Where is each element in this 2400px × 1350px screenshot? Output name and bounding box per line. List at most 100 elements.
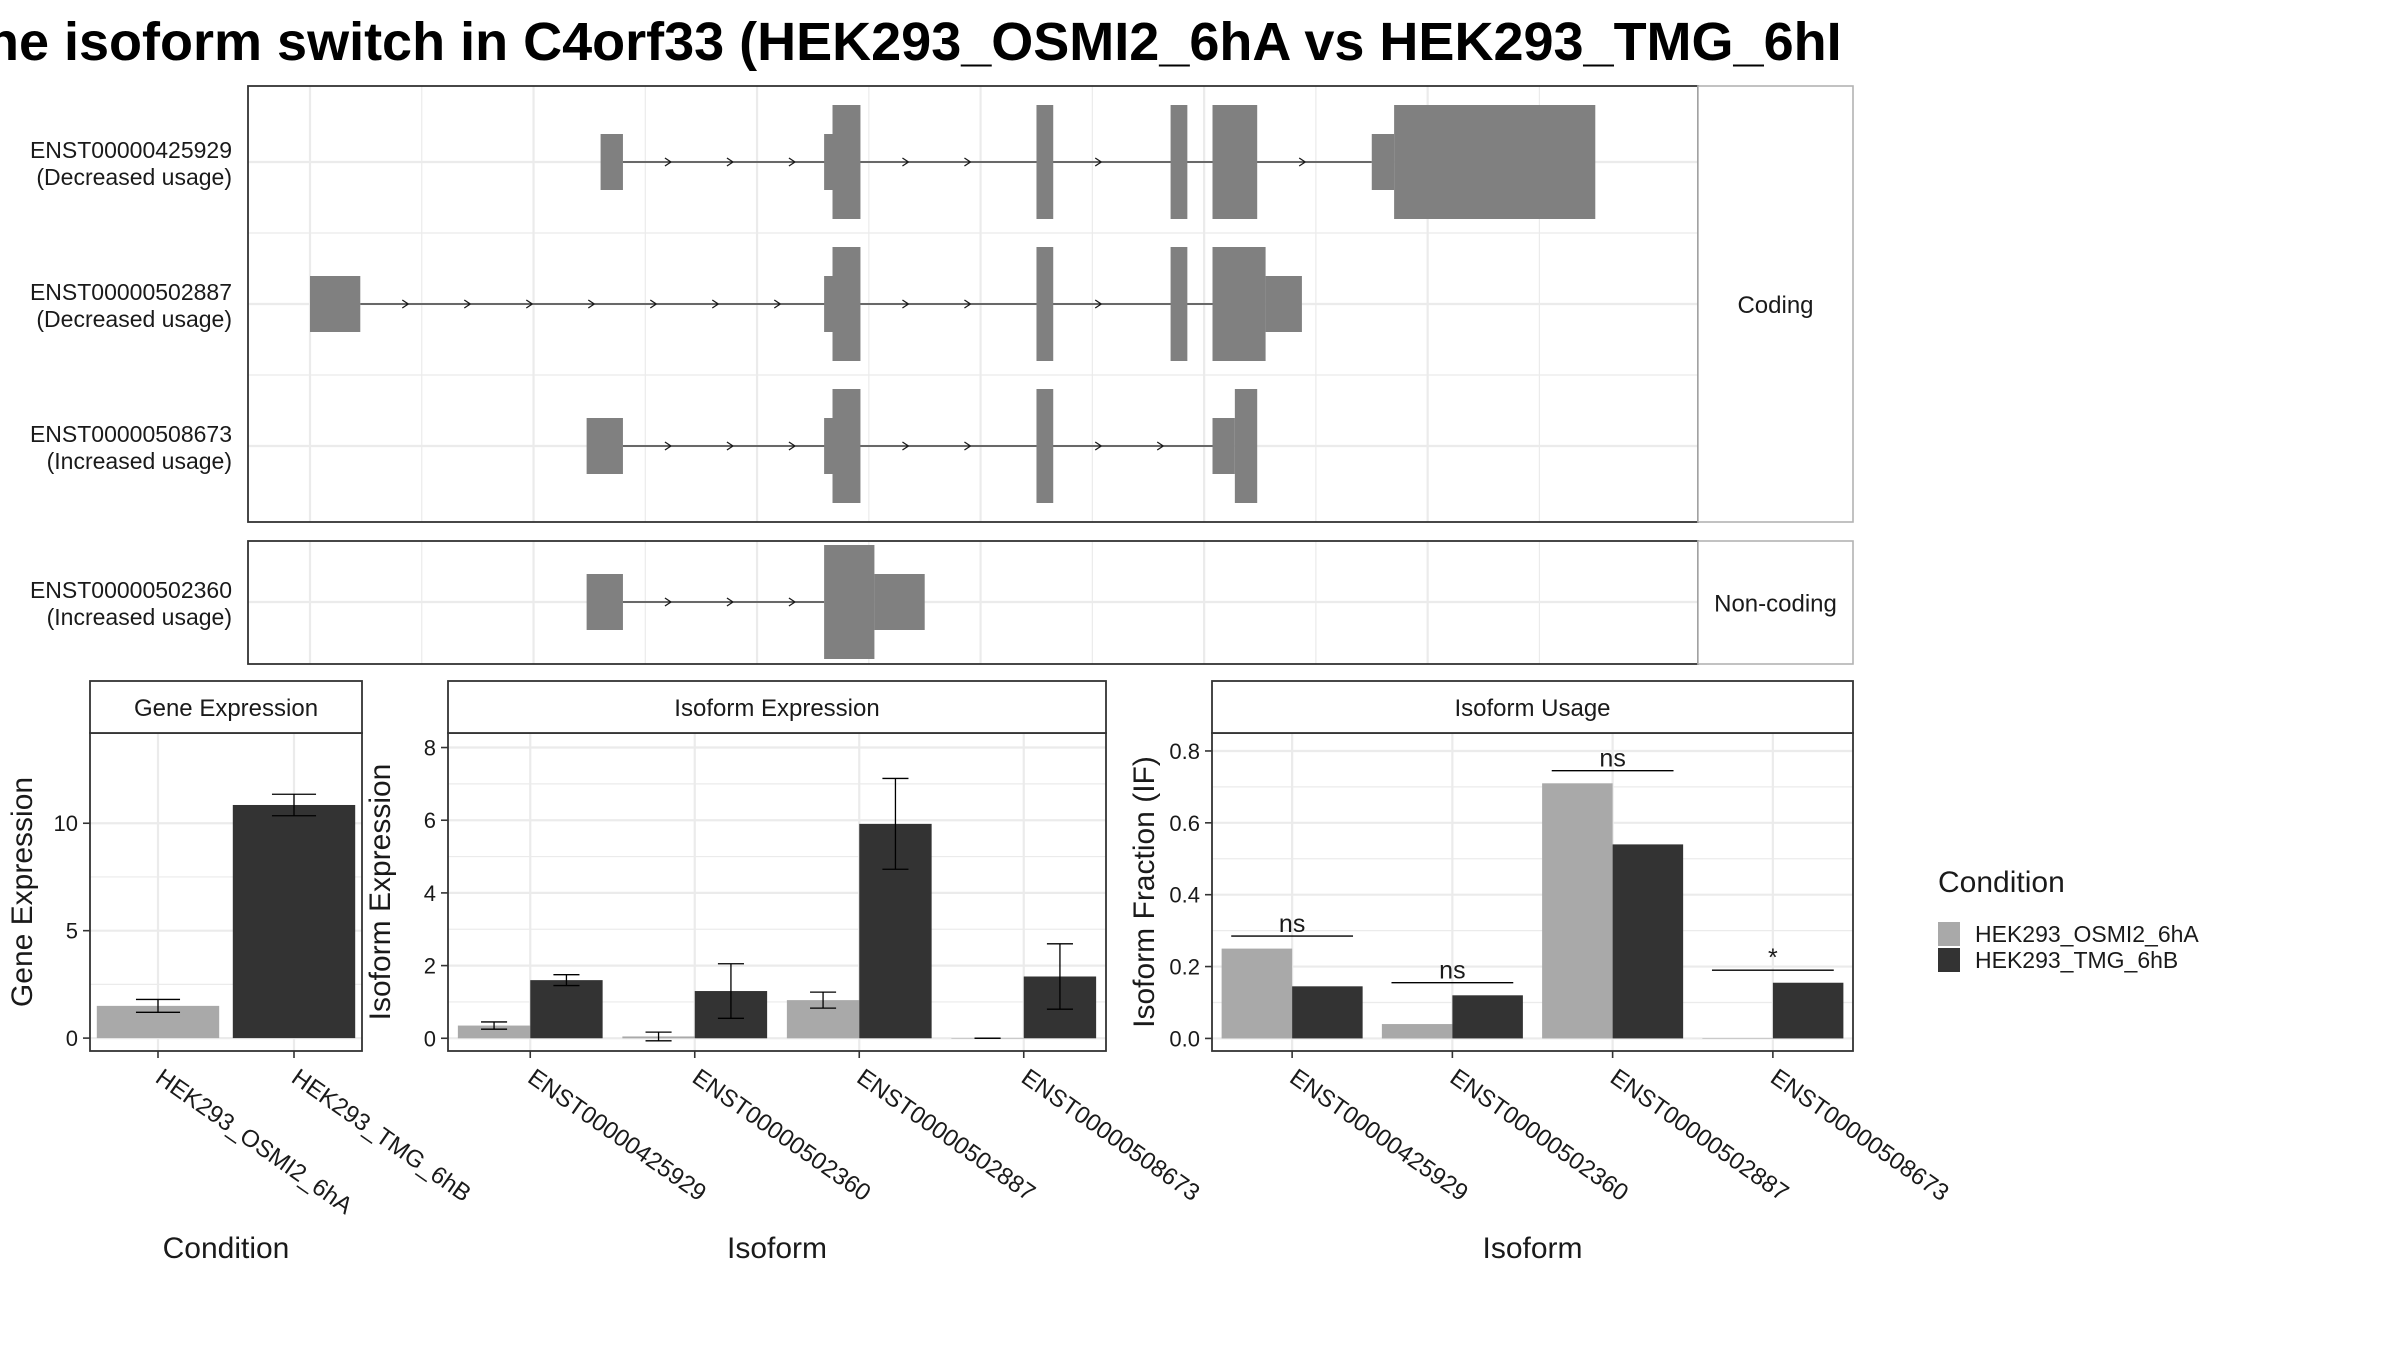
y-tick-label: 0.0 (1169, 1026, 1200, 1051)
intron-direction-arrow (726, 597, 735, 607)
cds-exon (832, 105, 861, 219)
intron-direction-arrow (1094, 441, 1103, 451)
panel-strip (447, 680, 1107, 734)
x-tick-label: ENST00000502360 (687, 1064, 875, 1207)
y-tick-label: 0.4 (1169, 883, 1200, 908)
x-axis-title: Condition (163, 1232, 290, 1265)
y-tick-label: 6 (424, 808, 436, 833)
bar-condition-b (1772, 982, 1844, 1039)
x-axis-title: Isoform (1482, 1232, 1582, 1265)
intron-direction-arrow (902, 441, 910, 451)
intron-direction-arrow (711, 299, 720, 309)
intron-direction-arrow (773, 299, 782, 309)
legend-item-label: HEK293_OSMI2_6hA (1975, 921, 2199, 947)
transcript-usage-label: (Increased usage) (47, 604, 232, 630)
intron-direction-arrow (463, 299, 472, 309)
y-tick-label: 0.8 (1169, 739, 1200, 764)
legend-swatch (1938, 948, 1960, 972)
transcript-id-label: ENST00000425929 (30, 137, 232, 163)
y-tick-label: 0.2 (1169, 955, 1200, 980)
panel-strip (1211, 680, 1854, 734)
utr-exon (1371, 134, 1395, 190)
intron-direction-arrow (1094, 157, 1103, 167)
y-axis-title: Isoform Fraction (IF) (1128, 756, 1161, 1028)
y-tick-label: 0 (66, 1026, 78, 1051)
cds-exon (1036, 247, 1054, 361)
bar-condition-b (232, 804, 356, 1039)
cds-exon (832, 247, 861, 361)
intron-direction-arrow (1094, 299, 1103, 309)
intron-direction-arrow (788, 157, 797, 167)
x-tick-label: ENST00000508673 (1016, 1064, 1204, 1207)
intron-direction-arrow (964, 157, 972, 167)
intron-direction-arrow (902, 157, 910, 167)
significance-label: ns (1439, 957, 1465, 985)
utr-exon (586, 418, 623, 474)
utr-exon (586, 574, 623, 630)
utr-exon (1265, 276, 1302, 332)
panel-strip-title: Isoform Expression (674, 695, 879, 722)
legend-item-label: HEK293_TMG_6hB (1975, 947, 2178, 973)
cds-exon (832, 389, 861, 503)
panel-strip-title: Isoform Usage (1454, 695, 1610, 722)
y-axis-title: Isoform Expression (364, 764, 397, 1021)
cds-exon (1170, 247, 1188, 361)
x-tick-label: ENST00000502887 (852, 1064, 1040, 1207)
intron-direction-arrow (788, 441, 797, 451)
panel-strip (89, 680, 363, 734)
utr-exon (874, 574, 925, 630)
cds-exon (1212, 105, 1258, 219)
bar-condition-a (1381, 1024, 1453, 1039)
intron-direction-arrow (902, 299, 910, 309)
facet-strip-label: Coding (1737, 292, 1813, 319)
cds-exon (1036, 105, 1054, 219)
intron-direction-arrow (726, 441, 735, 451)
cds-exon (1394, 105, 1596, 219)
legend-swatch (1938, 922, 1960, 946)
figure-title: he isoform switch in C4orf33 (HEK293_OSM… (0, 12, 1842, 72)
facet-strip-label: Non-coding (1714, 591, 1837, 618)
bar-condition-b (530, 980, 603, 1039)
facet-strip (1697, 540, 1854, 665)
legend-title: Condition (1938, 866, 2065, 899)
intron-direction-arrow (587, 299, 596, 309)
transcript-usage-label: (Increased usage) (47, 448, 232, 474)
x-tick-label: ENST00000425929 (523, 1064, 711, 1207)
bar-condition-a (1221, 948, 1293, 1039)
transcript-usage-label: (Decreased usage) (36, 306, 232, 332)
intron-direction-arrow (649, 299, 658, 309)
cds-exon (1212, 247, 1266, 361)
utr-exon (824, 276, 833, 332)
utr-exon (1212, 418, 1235, 474)
transcript-id-label: ENST00000508673 (30, 421, 232, 447)
y-tick-label: 8 (424, 736, 436, 761)
facet-strip (1697, 85, 1854, 523)
significance-label: ns (1279, 910, 1305, 938)
bar-condition-a (1702, 1038, 1773, 1039)
panel-strip-title: Gene Expression (134, 695, 318, 722)
bar-condition-b (1452, 995, 1523, 1039)
transcript-usage-label: (Decreased usage) (36, 164, 232, 190)
intron-direction-arrow (1156, 441, 1165, 451)
cds-exon (1234, 389, 1258, 503)
y-tick-label: 2 (424, 954, 436, 979)
utr-exon (824, 134, 833, 190)
intron-direction-arrow (788, 597, 797, 607)
intron-direction-arrow (664, 597, 673, 607)
x-axis-title: Isoform (727, 1232, 827, 1265)
bar-condition-a (1542, 783, 1613, 1039)
intron-direction-arrow (664, 157, 673, 167)
intron-direction-arrow (726, 157, 735, 167)
y-tick-label: 0 (424, 1026, 436, 1051)
bar-condition-b (1292, 986, 1363, 1039)
transcript-id-label: ENST00000502360 (30, 577, 232, 603)
cds-exon (824, 545, 875, 659)
bar-condition-a (457, 1025, 531, 1039)
transcript-id-label: ENST00000502887 (30, 279, 232, 305)
y-tick-label: 0.6 (1169, 811, 1200, 836)
y-axis-title: Gene Expression (6, 777, 39, 1007)
intron-direction-arrow (1298, 157, 1307, 167)
intron-direction-arrow (964, 441, 972, 451)
intron-direction-arrow (525, 299, 534, 309)
